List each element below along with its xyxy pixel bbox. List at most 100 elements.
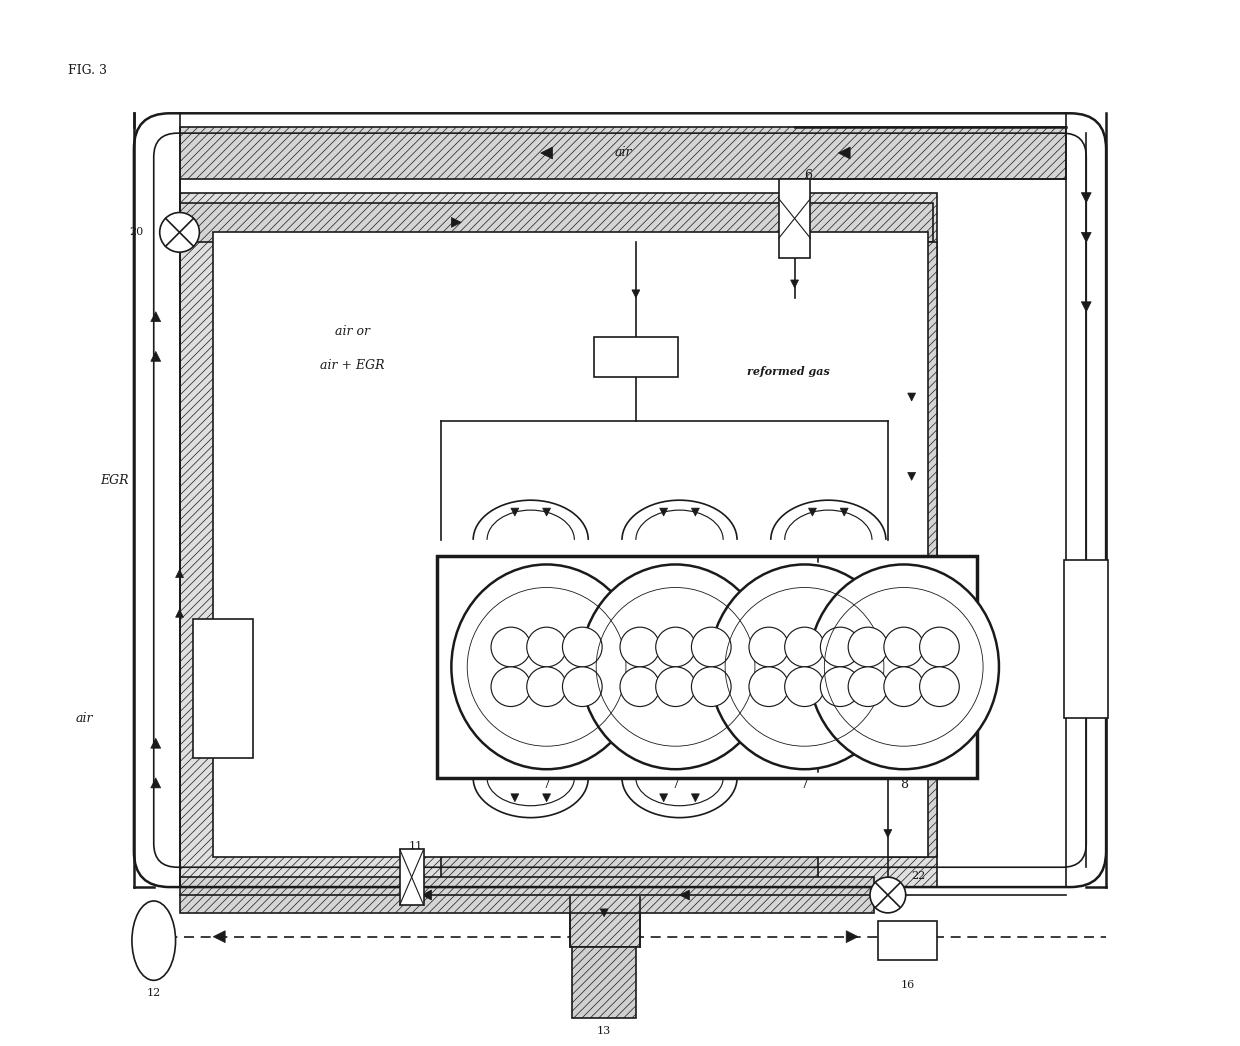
Polygon shape [511, 508, 518, 516]
Text: 17: 17 [1079, 633, 1094, 645]
Text: 16: 16 [900, 980, 915, 991]
Ellipse shape [451, 565, 642, 769]
Bar [570, 887, 640, 947]
Polygon shape [841, 508, 848, 516]
Ellipse shape [131, 901, 176, 980]
Polygon shape [908, 393, 915, 401]
Circle shape [563, 628, 603, 667]
Circle shape [920, 628, 960, 667]
Bar [878, 920, 937, 960]
Ellipse shape [580, 565, 771, 769]
Ellipse shape [709, 565, 900, 769]
Polygon shape [791, 280, 799, 288]
Circle shape [491, 667, 531, 706]
Text: 20: 20 [129, 227, 144, 237]
Circle shape [620, 628, 660, 667]
Bar [573, 947, 636, 1018]
Polygon shape [632, 290, 640, 298]
Circle shape [821, 628, 861, 667]
Polygon shape [600, 909, 608, 917]
Polygon shape [176, 610, 184, 617]
Polygon shape [838, 147, 851, 159]
Bar [180, 878, 874, 913]
Ellipse shape [808, 565, 999, 769]
Polygon shape [151, 351, 161, 361]
Polygon shape [808, 508, 816, 516]
Bar [1064, 560, 1109, 719]
Bar [213, 232, 928, 858]
Polygon shape [1081, 232, 1091, 243]
Bar [399, 849, 424, 905]
Polygon shape [1081, 302, 1091, 312]
Circle shape [749, 628, 789, 667]
Text: 7: 7 [801, 778, 808, 791]
Polygon shape [422, 890, 432, 900]
Circle shape [491, 628, 531, 667]
Text: 22: 22 [911, 871, 926, 881]
Text: 7: 7 [672, 778, 680, 791]
Polygon shape [1081, 192, 1091, 203]
Text: 21: 21 [216, 682, 231, 696]
Bar [594, 338, 677, 378]
Circle shape [848, 667, 888, 706]
Circle shape [821, 667, 861, 706]
Text: 7: 7 [543, 778, 551, 791]
Text: air: air [76, 712, 93, 725]
Text: EGR: EGR [99, 474, 128, 486]
Text: 13: 13 [596, 1026, 611, 1036]
Circle shape [656, 667, 696, 706]
Polygon shape [543, 508, 551, 516]
Polygon shape [692, 508, 699, 516]
Text: 8: 8 [900, 778, 908, 791]
Polygon shape [511, 794, 518, 802]
Bar [180, 203, 934, 243]
Circle shape [160, 212, 200, 252]
Bar [180, 192, 937, 887]
Polygon shape [846, 931, 858, 942]
Bar [180, 128, 1066, 179]
Polygon shape [151, 738, 161, 748]
Bar [193, 619, 253, 758]
Circle shape [527, 667, 567, 706]
Polygon shape [908, 473, 915, 480]
Polygon shape [660, 508, 667, 516]
Text: reformed gas: reformed gas [748, 366, 830, 377]
Polygon shape [451, 218, 461, 227]
Text: air or: air or [335, 325, 370, 338]
Circle shape [620, 667, 660, 706]
Text: air: air [614, 146, 631, 159]
Circle shape [884, 667, 924, 706]
Bar [438, 555, 977, 778]
Text: 3: 3 [632, 350, 640, 364]
Text: 11: 11 [408, 841, 423, 851]
Circle shape [563, 667, 603, 706]
Bar [779, 179, 811, 258]
Circle shape [656, 628, 696, 667]
Polygon shape [660, 794, 667, 802]
Circle shape [884, 628, 924, 667]
Text: FIG. 3: FIG. 3 [68, 64, 108, 76]
Polygon shape [680, 890, 689, 900]
Circle shape [920, 667, 960, 706]
Bar [441, 420, 918, 540]
Circle shape [848, 628, 888, 667]
Polygon shape [541, 147, 553, 159]
Polygon shape [151, 312, 161, 321]
Circle shape [692, 628, 732, 667]
Bar [138, 911, 170, 971]
Polygon shape [176, 570, 184, 577]
Polygon shape [213, 931, 226, 942]
Circle shape [870, 878, 905, 913]
Bar [441, 778, 818, 897]
Text: 6: 6 [805, 168, 812, 182]
Circle shape [785, 628, 825, 667]
Polygon shape [692, 794, 699, 802]
Text: 12: 12 [146, 988, 161, 998]
Polygon shape [884, 829, 892, 838]
Text: air + EGR: air + EGR [320, 359, 384, 371]
Circle shape [785, 667, 825, 706]
Circle shape [749, 667, 789, 706]
Polygon shape [543, 794, 551, 802]
Circle shape [692, 667, 732, 706]
Circle shape [527, 628, 567, 667]
